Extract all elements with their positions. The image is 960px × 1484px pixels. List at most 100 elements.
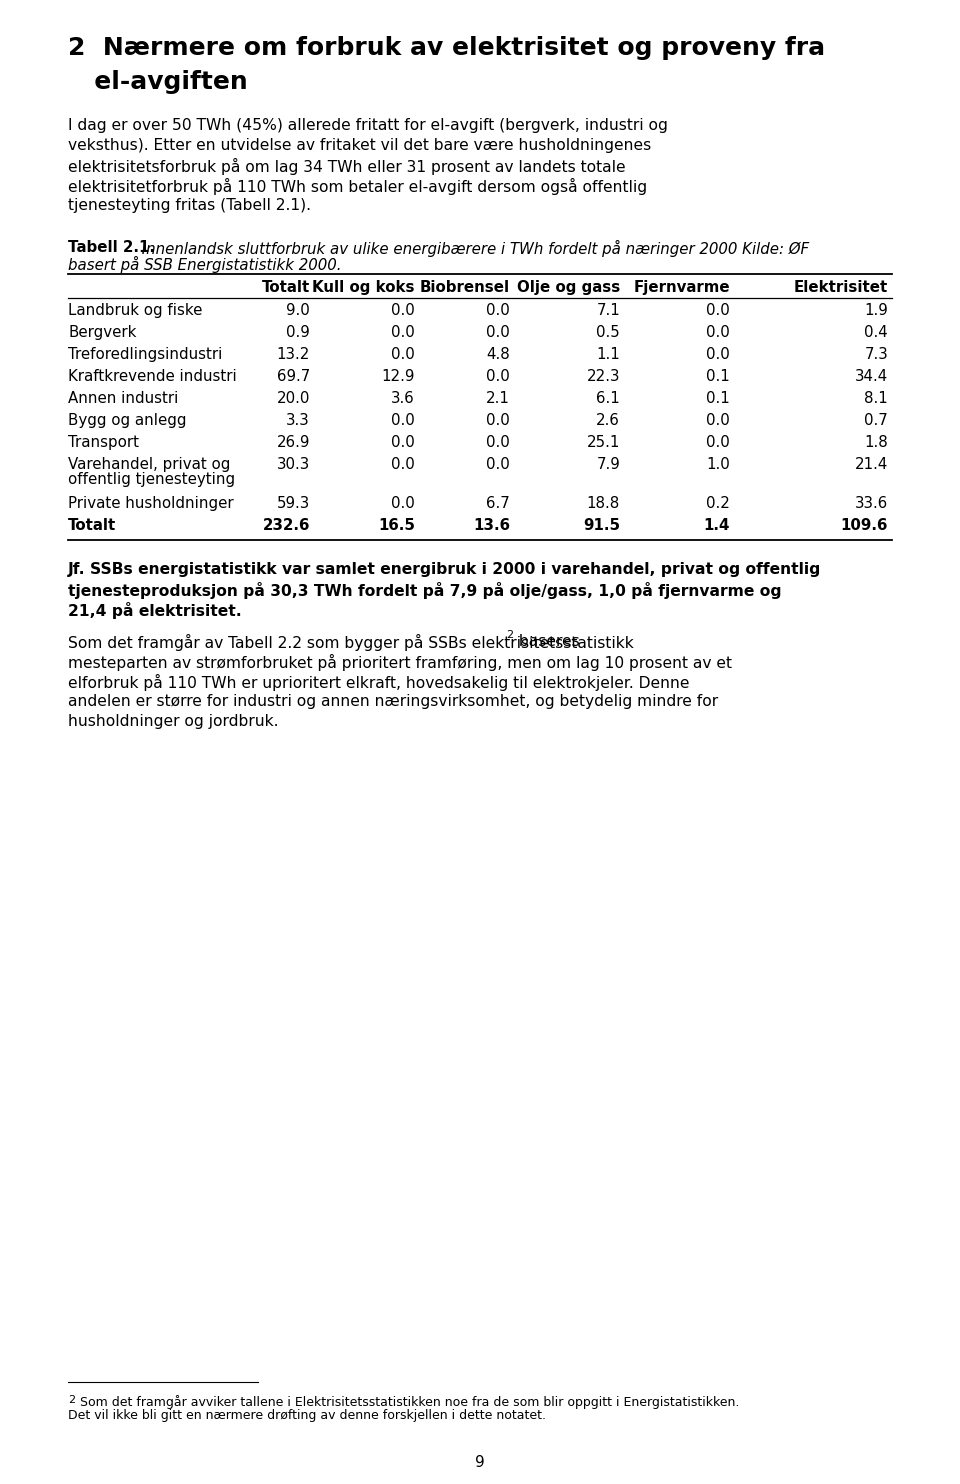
Text: Kraftkrevende industri: Kraftkrevende industri — [68, 370, 237, 384]
Text: Annen industri: Annen industri — [68, 390, 179, 407]
Text: tjenesteyting fritas (Tabell 2.1).: tjenesteyting fritas (Tabell 2.1). — [68, 197, 311, 214]
Text: elektrisitetsforbruk på om lag 34 TWh eller 31 prosent av landets totale: elektrisitetsforbruk på om lag 34 TWh el… — [68, 157, 626, 175]
Text: 7.3: 7.3 — [864, 347, 888, 362]
Text: Varehandel, privat og: Varehandel, privat og — [68, 457, 230, 472]
Text: baseres: baseres — [514, 634, 580, 649]
Text: 0.0: 0.0 — [707, 303, 730, 318]
Text: 0.1: 0.1 — [707, 390, 730, 407]
Text: 25.1: 25.1 — [587, 435, 620, 450]
Text: 34.4: 34.4 — [854, 370, 888, 384]
Text: 0.0: 0.0 — [392, 496, 415, 510]
Text: 3.3: 3.3 — [286, 413, 310, 427]
Text: Tabell 2.1.: Tabell 2.1. — [68, 240, 155, 255]
Text: 0.0: 0.0 — [487, 457, 510, 472]
Text: 4.8: 4.8 — [487, 347, 510, 362]
Text: Totalt: Totalt — [68, 518, 116, 533]
Text: 0.0: 0.0 — [707, 413, 730, 427]
Text: Transport: Transport — [68, 435, 139, 450]
Text: 91.5: 91.5 — [583, 518, 620, 533]
Text: 0.0: 0.0 — [487, 325, 510, 340]
Text: 1.1: 1.1 — [596, 347, 620, 362]
Text: 0.0: 0.0 — [392, 303, 415, 318]
Text: 7.1: 7.1 — [596, 303, 620, 318]
Text: tjenesteproduksjon på 30,3 TWh fordelt på 7,9 på olje/gass, 1,0 på fjernvarme og: tjenesteproduksjon på 30,3 TWh fordelt p… — [68, 582, 781, 600]
Text: 22.3: 22.3 — [587, 370, 620, 384]
Text: 13.6: 13.6 — [473, 518, 510, 533]
Text: 2.6: 2.6 — [596, 413, 620, 427]
Text: Jf. SSBs energistatistikk var samlet energibruk i 2000 i varehandel, privat og o: Jf. SSBs energistatistikk var samlet ene… — [68, 562, 821, 577]
Text: 0.0: 0.0 — [392, 325, 415, 340]
Text: el-avgiften: el-avgiften — [68, 70, 248, 93]
Text: Kull og koks: Kull og koks — [313, 280, 415, 295]
Text: 12.9: 12.9 — [382, 370, 415, 384]
Text: 7.9: 7.9 — [596, 457, 620, 472]
Text: Treforedlingsindustri: Treforedlingsindustri — [68, 347, 223, 362]
Text: 69.7: 69.7 — [276, 370, 310, 384]
Text: 21.4: 21.4 — [854, 457, 888, 472]
Text: offentlig tjenesteyting: offentlig tjenesteyting — [68, 472, 235, 487]
Text: 9.0: 9.0 — [286, 303, 310, 318]
Text: 21,4 på elektrisitet.: 21,4 på elektrisitet. — [68, 603, 242, 619]
Text: 1.8: 1.8 — [864, 435, 888, 450]
Text: Elektrisitet: Elektrisitet — [794, 280, 888, 295]
Text: Det vil ikke bli gitt en nærmere drøfting av denne forskjellen i dette notatet.: Det vil ikke bli gitt en nærmere drøftin… — [68, 1408, 546, 1422]
Text: 0.0: 0.0 — [707, 347, 730, 362]
Text: 0.0: 0.0 — [487, 435, 510, 450]
Text: 18.8: 18.8 — [587, 496, 620, 510]
Text: 0.2: 0.2 — [707, 496, 730, 510]
Text: 1.0: 1.0 — [707, 457, 730, 472]
Text: andelen er større for industri og annen næringsvirksomhet, og betydelig mindre f: andelen er større for industri og annen … — [68, 695, 718, 709]
Text: 30.3: 30.3 — [276, 457, 310, 472]
Text: Landbruk og fiske: Landbruk og fiske — [68, 303, 203, 318]
Text: 0.0: 0.0 — [707, 325, 730, 340]
Text: 0.0: 0.0 — [392, 413, 415, 427]
Text: 0.0: 0.0 — [392, 435, 415, 450]
Text: Private husholdninger: Private husholdninger — [68, 496, 233, 510]
Text: 59.3: 59.3 — [276, 496, 310, 510]
Text: Som det framgår avviker tallene i Elektrisitetsstatistikken noe fra de som blir : Som det framgår avviker tallene i Elektr… — [76, 1395, 739, 1408]
Text: 0.0: 0.0 — [392, 347, 415, 362]
Text: 0.0: 0.0 — [487, 413, 510, 427]
Text: Fjernvarme: Fjernvarme — [634, 280, 730, 295]
Text: 2: 2 — [68, 1395, 75, 1405]
Text: 0.0: 0.0 — [392, 457, 415, 472]
Text: 232.6: 232.6 — [263, 518, 310, 533]
Text: 2  Nærmere om forbruk av elektrisitet og proveny fra: 2 Nærmere om forbruk av elektrisitet og … — [68, 36, 826, 59]
Text: 0.1: 0.1 — [707, 370, 730, 384]
Text: 16.5: 16.5 — [378, 518, 415, 533]
Text: 26.9: 26.9 — [276, 435, 310, 450]
Text: 1.9: 1.9 — [864, 303, 888, 318]
Text: 0.0: 0.0 — [487, 303, 510, 318]
Text: 0.5: 0.5 — [596, 325, 620, 340]
Text: 33.6: 33.6 — [854, 496, 888, 510]
Text: 0.4: 0.4 — [864, 325, 888, 340]
Text: basert på SSB Energistatistikk 2000.: basert på SSB Energistatistikk 2000. — [68, 257, 342, 273]
Text: elektrisitetforbruk på 110 TWh som betaler el-avgift dersom også offentlig: elektrisitetforbruk på 110 TWh som betal… — [68, 178, 647, 194]
Text: Som det framgår av Tabell 2.2 som bygger på SSBs elektrisitetsstatistikk: Som det framgår av Tabell 2.2 som bygger… — [68, 634, 634, 651]
Text: 2: 2 — [506, 631, 513, 640]
Text: husholdninger og jordbruk.: husholdninger og jordbruk. — [68, 714, 278, 729]
Text: 3.6: 3.6 — [392, 390, 415, 407]
Text: Biobrensel: Biobrensel — [420, 280, 510, 295]
Text: 0.7: 0.7 — [864, 413, 888, 427]
Text: 9: 9 — [475, 1454, 485, 1471]
Text: 1.4: 1.4 — [704, 518, 730, 533]
Text: Innenlandsk sluttforbruk av ulike energibærere i TWh fordelt på næringer 2000 Ki: Innenlandsk sluttforbruk av ulike energi… — [137, 240, 809, 257]
Text: Olje og gass: Olje og gass — [516, 280, 620, 295]
Text: 13.2: 13.2 — [276, 347, 310, 362]
Text: 6.7: 6.7 — [487, 496, 510, 510]
Text: Bygg og anlegg: Bygg og anlegg — [68, 413, 186, 427]
Text: 0.9: 0.9 — [286, 325, 310, 340]
Text: veksthus). Etter en utvidelse av fritaket vil det bare være husholdningenes: veksthus). Etter en utvidelse av fritake… — [68, 138, 651, 153]
Text: Bergverk: Bergverk — [68, 325, 136, 340]
Text: 6.1: 6.1 — [596, 390, 620, 407]
Text: elforbruk på 110 TWh er uprioritert elkraft, hovedsakelig til elektrokjeler. Den: elforbruk på 110 TWh er uprioritert elkr… — [68, 674, 689, 692]
Text: 2.1: 2.1 — [486, 390, 510, 407]
Text: Totalt: Totalt — [262, 280, 310, 295]
Text: 20.0: 20.0 — [276, 390, 310, 407]
Text: 109.6: 109.6 — [841, 518, 888, 533]
Text: mesteparten av strømforbruket på prioritert framføring, men om lag 10 prosent av: mesteparten av strømforbruket på priorit… — [68, 654, 732, 671]
Text: 8.1: 8.1 — [864, 390, 888, 407]
Text: 0.0: 0.0 — [707, 435, 730, 450]
Text: 0.0: 0.0 — [487, 370, 510, 384]
